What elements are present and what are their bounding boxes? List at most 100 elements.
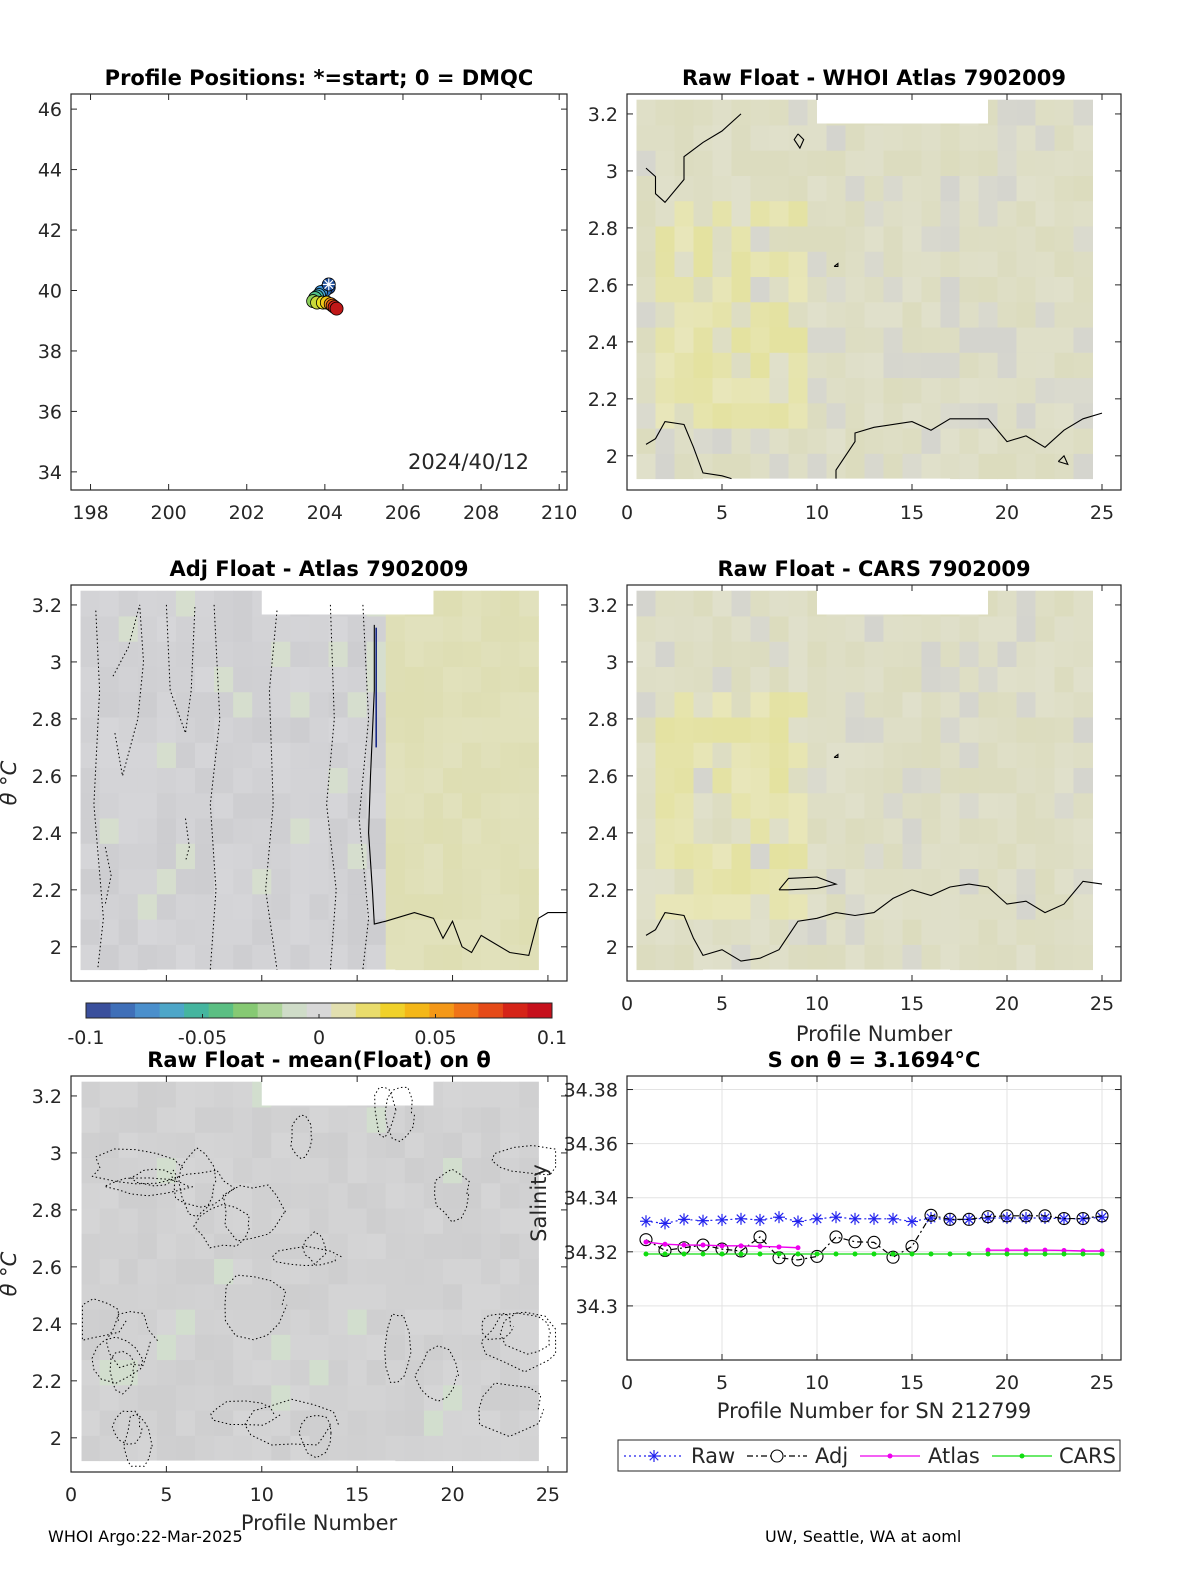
heatmap-cell: [214, 1106, 234, 1133]
heatmap-cell: [883, 175, 903, 202]
heatmap-cell: [712, 377, 732, 404]
heatmap-cell: [214, 1435, 234, 1462]
heatmap-cell: [137, 1132, 158, 1158]
heatmap-cell: [404, 1132, 425, 1158]
heatmap-cell: [233, 1157, 253, 1184]
heatmap-cell: [481, 1157, 501, 1184]
heatmap-cell: [500, 590, 520, 617]
heatmap-cell: [921, 428, 941, 454]
heatmap-cell: [940, 301, 960, 328]
x-tick-label: 0: [621, 502, 633, 524]
heatmap-cell: [462, 666, 482, 693]
heatmap-cell: [500, 1081, 520, 1108]
heatmap-cell: [1054, 792, 1074, 819]
data-point-dot: [643, 1239, 649, 1245]
y-tick-label: 46: [38, 99, 62, 121]
contour-line: [1057, 454, 1069, 466]
colorbar-swatch: [159, 1003, 185, 1018]
heatmap-cell: [826, 767, 846, 794]
heatmap-cell: [233, 893, 253, 920]
heatmap-cell: [214, 1157, 234, 1184]
heatmap-cell: [1035, 124, 1055, 151]
heatmap-cell: [636, 428, 656, 454]
heatmap-cell: [290, 1283, 310, 1310]
heatmap-cell: [481, 818, 501, 844]
heatmap-cell: [481, 1283, 501, 1310]
heatmap-cell: [997, 843, 1017, 870]
star-stroke: [983, 1213, 993, 1223]
heatmap-cell: [978, 818, 998, 844]
contour-line: [833, 753, 839, 758]
colorbar-swatch: [110, 1003, 136, 1018]
y-tick-label: 2.8: [588, 218, 618, 240]
heatmap-cell: [788, 792, 808, 819]
heatmap-cell: [864, 200, 884, 227]
heatmap-cell: [731, 377, 751, 404]
heatmap-cell: [156, 1182, 177, 1209]
heatmap-cell: [655, 590, 675, 617]
heatmap-cell: [997, 175, 1017, 202]
heatmap-cell: [636, 767, 656, 794]
heatmap-cell: [1073, 666, 1093, 693]
heatmap-cell: [309, 666, 330, 693]
colorbar-swatch: [184, 1003, 210, 1018]
heatmap-cell: [137, 1081, 158, 1108]
heatmap-cell: [636, 453, 656, 480]
heatmap-cell: [443, 590, 463, 617]
heatmap-cell: [655, 742, 675, 769]
heatmap-cell: [902, 919, 922, 945]
heatmap-cell: [99, 717, 120, 743]
data-point-dot: [662, 1241, 668, 1247]
heatmap-cell: [864, 615, 884, 642]
heatmap-cell: [233, 1182, 253, 1209]
heatmap-cell: [214, 1233, 234, 1260]
heatmap-cell: [655, 124, 675, 151]
heatmap-cell: [252, 641, 272, 667]
contour-line-dotted: [165, 604, 196, 734]
heatmap-cell: [674, 251, 694, 278]
heatmap-cell: [404, 1208, 425, 1234]
heatmap-cell: [80, 1157, 101, 1184]
heatmap-cell: [978, 150, 998, 176]
heatmap-cell: [978, 453, 998, 480]
heatmap-cell: [959, 691, 979, 718]
heatmap-cell: [731, 818, 751, 844]
heatmap-cell: [252, 1132, 272, 1158]
heatmap-cell: [175, 843, 196, 870]
heatmap-cell: [500, 641, 520, 667]
heatmap-cell: [883, 226, 903, 252]
heatmap-cell: [309, 1157, 330, 1184]
heatmap-cell: [1016, 99, 1036, 126]
heatmap-cell: [769, 590, 789, 617]
data-point-dot: [985, 1247, 991, 1253]
heatmap-cell: [845, 402, 865, 429]
heatmap-cell: [233, 717, 253, 743]
heatmap-cell: [443, 1384, 463, 1411]
heatmap-cell: [693, 226, 713, 252]
heatmap-cell: [750, 818, 770, 844]
heatmap-cell: [1054, 251, 1074, 278]
heatmap-cell: [997, 327, 1017, 353]
heatmap-cell: [423, 1384, 444, 1411]
heatmap-cell: [271, 893, 291, 920]
heatmap-cell: [462, 1258, 482, 1285]
y-tick-label: 2.2: [588, 389, 618, 411]
heatmap-cell: [118, 717, 139, 743]
heatmap-cell: [423, 742, 444, 769]
heatmap-cell: [693, 453, 713, 480]
heatmap-cell: [750, 175, 770, 202]
heatmap-cell: [80, 1132, 101, 1158]
heatmap-cell: [175, 868, 196, 895]
heatmap-cell: [902, 792, 922, 819]
heatmap-cell: [674, 276, 694, 303]
heatmap-cell: [290, 919, 310, 945]
heatmap-cell: [328, 1182, 349, 1209]
heatmap-cell: [404, 919, 425, 945]
heatmap-cell: [959, 428, 979, 454]
data-point-circle: [886, 1250, 900, 1264]
heatmap-cell: [769, 893, 789, 920]
heatmap-cell: [750, 717, 770, 743]
legend-label-atlas: Atlas: [928, 1444, 980, 1468]
heatmap-cell: [99, 1081, 120, 1108]
heatmap-cell: [826, 200, 846, 227]
